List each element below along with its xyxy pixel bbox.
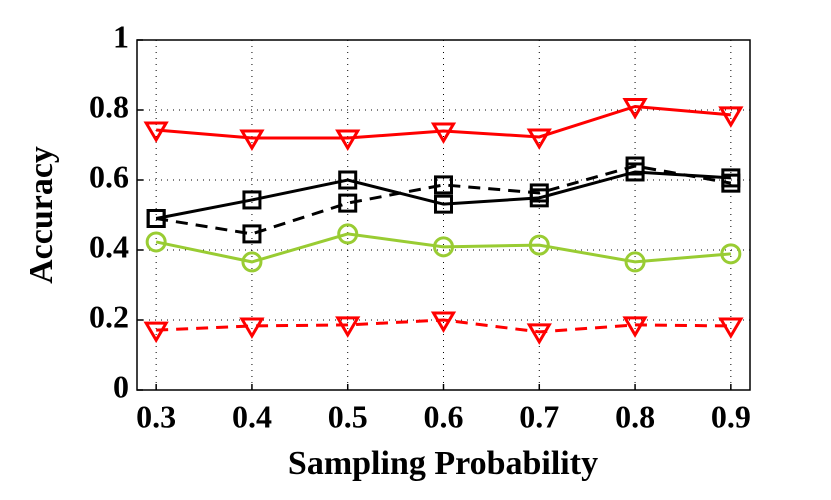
marker — [434, 194, 453, 214]
marker — [720, 243, 742, 265]
x-tick-label: 0.6 — [424, 398, 464, 434]
marker — [239, 317, 265, 339]
marker — [335, 129, 361, 151]
marker — [337, 223, 359, 245]
marker — [242, 224, 262, 244]
y-tick-label: 0.2 — [89, 298, 129, 334]
series-line — [155, 232, 731, 264]
x-tick-label: 0.9 — [711, 398, 751, 434]
y-tick-label: 0.8 — [89, 88, 129, 124]
marker — [718, 317, 744, 339]
x-axis-label: Sampling Probability — [288, 445, 598, 482]
y-tick-label: 0.6 — [89, 158, 129, 194]
marker — [528, 234, 550, 256]
marker — [721, 173, 741, 193]
marker — [529, 183, 549, 203]
y-tick-label: 0 — [113, 368, 129, 404]
y-axis-label: Accuracy — [23, 146, 60, 284]
marker — [430, 311, 457, 333]
marker — [622, 316, 648, 338]
marker — [430, 122, 457, 144]
marker — [338, 170, 358, 190]
series-line — [156, 104, 731, 140]
marker — [622, 98, 648, 120]
marker — [242, 190, 262, 210]
series-line — [155, 170, 731, 220]
marker — [146, 209, 166, 228]
marker — [434, 175, 453, 195]
marker — [526, 323, 552, 345]
marker — [335, 316, 361, 338]
series-line — [156, 318, 731, 334]
marker — [338, 193, 358, 213]
marker — [624, 251, 646, 273]
marker — [433, 236, 454, 258]
marker — [239, 129, 265, 151]
marker — [145, 231, 167, 253]
x-tick-label: 0.8 — [615, 398, 655, 434]
marker — [143, 321, 169, 344]
marker — [241, 251, 263, 273]
x-tick-label: 0.5 — [328, 398, 368, 434]
marker — [718, 106, 744, 128]
x-tick-label: 0.3 — [136, 398, 176, 434]
plot-frame — [136, 39, 751, 391]
y-tick-label: 0.4 — [89, 228, 129, 264]
x-tick-label: 0.4 — [232, 398, 272, 434]
x-tick-label: 0.7 — [519, 398, 559, 434]
marker — [625, 156, 645, 176]
marker — [526, 128, 552, 150]
y-tick-label: 1 — [113, 18, 129, 54]
series-line — [155, 164, 732, 236]
marker — [143, 121, 169, 143]
